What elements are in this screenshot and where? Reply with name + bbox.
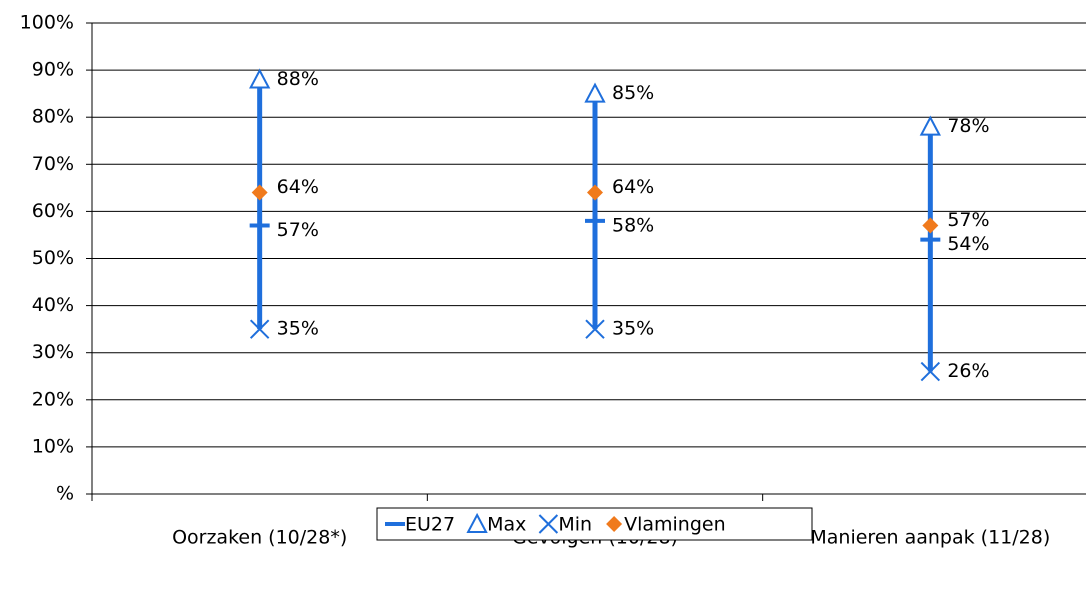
- marker-diamond: [251, 184, 268, 201]
- legend-label: Max: [487, 514, 526, 536]
- y-tick-label: 20%: [32, 388, 74, 410]
- marker-x: [585, 319, 605, 339]
- y-tick-label: 40%: [32, 294, 74, 316]
- legend-label: Vlamingen: [624, 514, 726, 536]
- y-tick-label: 50%: [32, 247, 74, 269]
- y-tick-label: 100%: [20, 12, 74, 34]
- y-tick-label: 60%: [32, 200, 74, 222]
- data-label: 64%: [277, 176, 319, 198]
- data-label: 78%: [947, 115, 989, 137]
- data-label: 54%: [947, 233, 989, 255]
- y-tick-label: %: [56, 483, 74, 505]
- x-tick-label: Manieren aanpak (11/28): [810, 527, 1050, 549]
- marker-diamond: [922, 217, 939, 234]
- data-label: 64%: [612, 176, 654, 198]
- legend-label: Min: [558, 514, 592, 536]
- y-tick-label: 80%: [32, 106, 74, 128]
- marker-diamond: [587, 184, 603, 201]
- data-label: 58%: [612, 214, 654, 236]
- legend-box: [376, 507, 813, 541]
- marker-triangle: [249, 68, 271, 89]
- legend-label: EU27: [405, 514, 455, 536]
- data-label: 35%: [612, 318, 654, 340]
- y-tick-label: 90%: [32, 59, 74, 81]
- legend-marker: [606, 516, 623, 532]
- marker-triangle: [919, 115, 941, 136]
- data-label: 85%: [612, 82, 654, 104]
- data-label: 35%: [277, 318, 319, 340]
- x-tick-label: Oorzaken (10/28*): [172, 527, 347, 549]
- legend-marker: [466, 512, 488, 533]
- data-label: 26%: [947, 360, 989, 382]
- data-label: 57%: [277, 219, 319, 241]
- legend-marker: [538, 514, 559, 534]
- y-tick-label: 30%: [32, 341, 74, 363]
- marker-x: [920, 361, 941, 382]
- marker-x: [249, 319, 270, 339]
- y-tick-label: 10%: [32, 435, 74, 457]
- marker-triangle: [584, 82, 606, 103]
- y-tick-label: 70%: [32, 153, 74, 175]
- data-label: 57%: [947, 209, 989, 231]
- data-label: 88%: [277, 68, 319, 90]
